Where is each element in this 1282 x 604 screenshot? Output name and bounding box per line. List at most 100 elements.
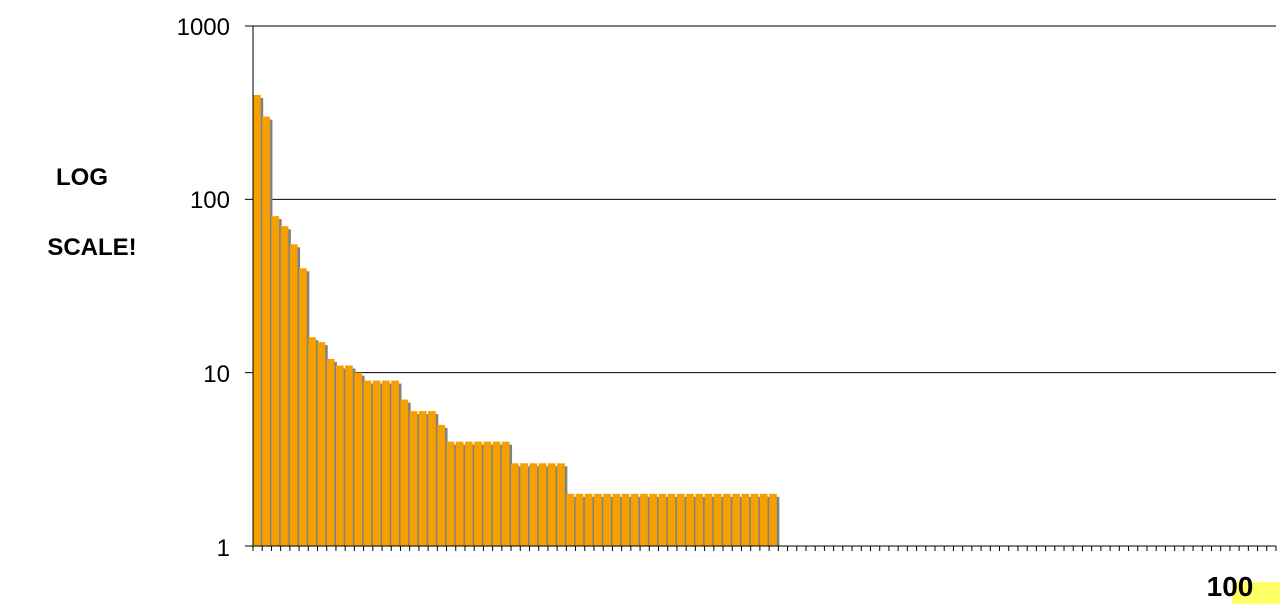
- bar-20: [428, 411, 439, 546]
- bar-14: [372, 380, 384, 546]
- bar-48: [686, 493, 697, 546]
- bar-fill: [354, 372, 363, 546]
- bar-fill: [299, 268, 307, 546]
- bar-fill: [418, 411, 427, 546]
- bar-fill: [676, 493, 685, 546]
- bar-fill: [271, 216, 280, 546]
- bar-fill: [326, 358, 335, 546]
- bar-44: [649, 493, 660, 546]
- bar-fill: [695, 493, 704, 546]
- bar-31: [529, 463, 540, 546]
- bar-fill: [483, 441, 492, 546]
- bar-56: [759, 493, 771, 546]
- bar-10: [335, 365, 347, 546]
- bar-46: [667, 493, 678, 546]
- bar-fill: [317, 342, 326, 546]
- corner-label-highlight: [1232, 582, 1280, 604]
- bar-fill: [723, 493, 731, 546]
- bar-8: [317, 342, 328, 546]
- bar-53: [732, 493, 743, 546]
- bar-fill: [289, 244, 298, 546]
- bar-49: [695, 493, 706, 546]
- bar-6: [299, 268, 310, 546]
- bar-33: [547, 463, 559, 546]
- y-tick-label-1000: 1000: [177, 14, 230, 41]
- bar-57: [769, 493, 780, 546]
- bar-fill: [566, 493, 575, 546]
- bar-52: [723, 493, 734, 546]
- bar-7: [308, 337, 319, 546]
- bar-fill: [345, 365, 353, 546]
- bar-fill: [704, 493, 713, 546]
- bar-42: [630, 493, 642, 546]
- bar-17: [400, 399, 411, 546]
- bar-fill: [335, 365, 344, 546]
- bar-35: [566, 493, 577, 546]
- bar-32: [538, 463, 549, 546]
- bar-45: [658, 493, 669, 546]
- bar-fill: [474, 441, 482, 546]
- bar-fill: [253, 94, 261, 547]
- bar-27: [492, 441, 503, 546]
- bar-51: [713, 493, 725, 546]
- bar-18: [409, 411, 420, 546]
- bar-fill: [382, 380, 390, 546]
- bar-fill: [280, 226, 289, 546]
- bar-36: [575, 493, 586, 546]
- bar-fill: [713, 493, 722, 546]
- bar-fill: [511, 463, 519, 546]
- x-corner-label: 100: [1207, 571, 1254, 602]
- bar-24: [464, 441, 476, 546]
- bar-fill: [400, 399, 409, 546]
- bar-16: [391, 380, 402, 546]
- bar-fill: [262, 116, 270, 546]
- bar-4: [280, 226, 291, 546]
- bar-28: [501, 441, 513, 546]
- bar-11: [345, 365, 356, 546]
- bar-fill: [391, 380, 399, 546]
- bar-fill: [630, 493, 639, 546]
- bar-fill: [658, 493, 667, 546]
- bar-23: [455, 441, 466, 546]
- bar-fill: [446, 441, 455, 546]
- bar-19: [418, 411, 430, 546]
- bar-fill: [594, 493, 602, 546]
- bar-fill: [750, 493, 759, 546]
- y-axis-note-line1: LOG: [56, 164, 108, 191]
- bar-40: [612, 493, 623, 546]
- bar-34: [557, 463, 568, 546]
- bar-fill: [529, 463, 538, 546]
- bar-fill: [649, 493, 658, 546]
- bar-fill: [612, 493, 621, 546]
- bar-3: [271, 216, 282, 546]
- bar-fill: [363, 380, 372, 546]
- bar-25: [474, 441, 485, 546]
- bar-fill: [538, 463, 547, 546]
- bar-fill: [769, 493, 777, 546]
- bar-30: [520, 463, 531, 546]
- bar-38: [594, 493, 605, 546]
- bar-fill: [372, 380, 381, 546]
- bar-29: [511, 463, 522, 546]
- bar-fill: [501, 441, 510, 546]
- y-tick-label-10: 10: [203, 361, 230, 388]
- axes: [245, 25, 1277, 551]
- bar-fill: [557, 463, 565, 546]
- bar-fill: [686, 493, 694, 546]
- bar-37: [584, 493, 595, 546]
- bar-15: [382, 380, 393, 546]
- bar-fill: [437, 424, 446, 546]
- bar-54: [741, 493, 752, 546]
- bar-43: [640, 493, 651, 546]
- bar-5: [289, 244, 301, 546]
- bar-41: [621, 493, 632, 546]
- bar-fill: [409, 411, 418, 546]
- y-tick-label-1: 1: [217, 535, 230, 562]
- bar-22: [446, 441, 457, 546]
- bar-26: [483, 441, 494, 546]
- bar-47: [676, 493, 688, 546]
- bar-fill: [492, 441, 501, 546]
- bar-9: [326, 358, 337, 546]
- bar-55: [750, 493, 761, 546]
